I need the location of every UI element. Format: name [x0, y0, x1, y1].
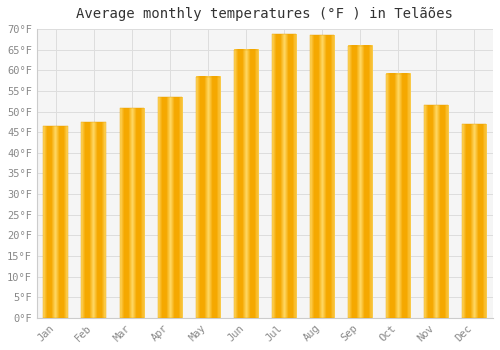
Bar	[196, 77, 220, 318]
Title: Average monthly temperatures (°F ) in Telãões: Average monthly temperatures (°F ) in Te…	[76, 7, 454, 21]
Bar	[120, 108, 144, 318]
Bar	[82, 122, 106, 318]
Bar	[462, 124, 486, 318]
Bar	[44, 126, 68, 318]
Bar	[424, 105, 448, 318]
Bar	[348, 46, 372, 318]
Bar	[158, 97, 182, 318]
Bar	[386, 74, 410, 318]
Bar	[234, 50, 258, 318]
Bar	[310, 35, 334, 318]
Bar	[272, 34, 296, 318]
